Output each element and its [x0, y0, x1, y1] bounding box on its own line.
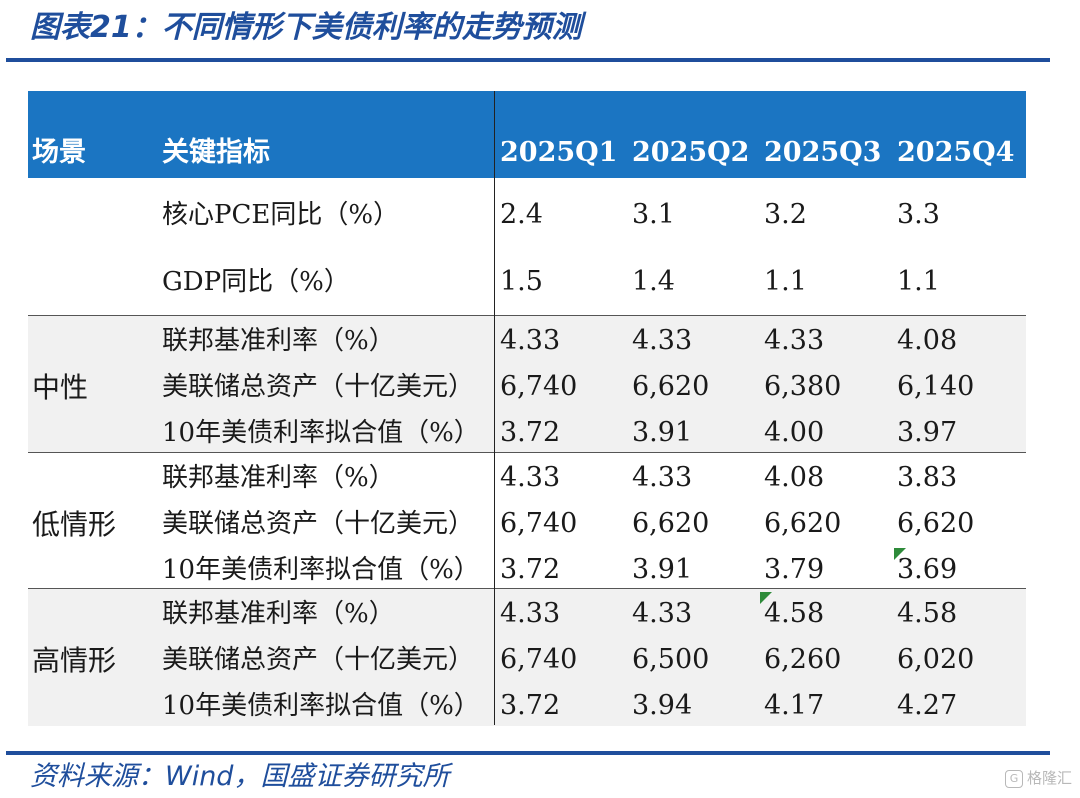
value-cell: 3.69 [897, 554, 958, 585]
value-cell: 4.08 [764, 462, 825, 493]
table-row: 美联储总资产（十亿美元） 6,740 6,620 6,380 6,140 [28, 367, 1026, 407]
value-cell: 6,620 [764, 508, 842, 539]
comment-marker-icon [894, 548, 906, 560]
table-row: 10年美债利率拟合值（%） 3.72 3.91 4.00 3.97 [28, 413, 1026, 453]
value-cell: 4.00 [764, 417, 825, 448]
scenario-low-block: 低情形 联邦基准利率（%） 4.33 4.33 4.08 3.83 美联储总资产… [28, 452, 1026, 589]
table-row: 联邦基准利率（%） 4.33 4.33 4.33 4.08 [28, 321, 1026, 361]
value-cell: 6,620 [632, 508, 710, 539]
value-cell: 4.33 [500, 598, 561, 629]
value-cell: 4.33 [632, 598, 693, 629]
value-cell: 6,620 [897, 508, 975, 539]
indicator-label: 10年美债利率拟合值（%） [162, 555, 480, 585]
value-cell: 4.33 [764, 325, 825, 356]
scenario-neutral-block: 中性 联邦基准利率（%） 4.33 4.33 4.33 4.08 美联储总资产（… [28, 315, 1026, 453]
header-scenario: 场景 [32, 137, 86, 168]
table-row: 联邦基准利率（%） 4.33 4.33 4.58 4.58 [28, 592, 1026, 634]
value-cell: 4.58 [897, 598, 958, 629]
table-row: 核心PCE同比（%） 2.4 3.1 3.2 3.3 [28, 195, 1026, 235]
value-cell: 4.33 [632, 462, 693, 493]
value-cell: 2.4 [500, 199, 543, 230]
value-cell: 4.58 [764, 598, 825, 629]
indicator-label: 10年美债利率拟合值（%） [162, 691, 480, 721]
indicator-label: 联邦基准利率（%） [162, 599, 395, 629]
value-cell: 4.33 [500, 462, 561, 493]
value-cell: 3.2 [764, 199, 807, 230]
comment-marker-icon [760, 592, 772, 604]
value-cell: 3.97 [897, 417, 958, 448]
header-q4: 2025Q4 [897, 137, 1015, 168]
value-cell: 6,740 [500, 644, 578, 675]
table-row: 联邦基准利率（%） 4.33 4.33 4.08 3.83 [28, 458, 1026, 498]
watermark-logo-icon: G [1004, 769, 1023, 788]
indicator-label: 美联储总资产（十亿美元） [162, 372, 475, 402]
indicator-label: 联邦基准利率（%） [162, 326, 395, 356]
value-cell: 6,740 [500, 371, 578, 402]
value-cell: 6,140 [897, 371, 975, 402]
value-cell: 3.72 [500, 554, 561, 585]
table-row: GDP同比（%） 1.5 1.4 1.1 1.1 [28, 262, 1026, 302]
header-indicator: 关键指标 [162, 137, 270, 168]
value-cell: 1.1 [764, 266, 807, 297]
watermark: G 格隆汇 [1004, 766, 1072, 790]
table-row: 10年美债利率拟合值（%） 3.72 3.91 3.79 3.69 [28, 548, 1026, 590]
indicator-label: 美联储总资产（十亿美元） [162, 509, 475, 539]
value-cell: 6,620 [632, 371, 710, 402]
table-row: 10年美债利率拟合值（%） 3.72 3.94 4.17 4.27 [28, 686, 1026, 726]
value-cell: 6,380 [764, 371, 842, 402]
figure-title: 图表21：不同情形下美债利率的走势预测 [30, 10, 582, 45]
value-cell: 1.5 [500, 266, 543, 297]
value-cell: 6,740 [500, 508, 578, 539]
value-cell: 3.79 [764, 554, 825, 585]
value-cell: 3.91 [632, 554, 693, 585]
source-note: 资料来源：Wind，国盛证券研究所 [30, 761, 450, 792]
value-cell: 3.83 [897, 462, 958, 493]
watermark-text: 格隆汇 [1026, 769, 1072, 787]
value-cell: 4.33 [500, 325, 561, 356]
table-row: 美联储总资产（十亿美元） 6,740 6,500 6,260 6,020 [28, 640, 1026, 680]
header-q1: 2025Q1 [500, 137, 618, 168]
forecast-table: 场景 关键指标 2025Q1 2025Q2 2025Q3 2025Q4 核心PC… [28, 91, 1026, 726]
indicator-label: 核心PCE同比（%） [162, 200, 400, 230]
value-cell: 4.08 [897, 325, 958, 356]
value-cell: 3.72 [500, 690, 561, 721]
header-q3: 2025Q3 [764, 137, 882, 168]
indicator-label: 10年美债利率拟合值（%） [162, 418, 480, 448]
value-cell: 4.27 [897, 690, 958, 721]
value-cell: 3.94 [632, 690, 693, 721]
bottom-rule [6, 751, 1050, 755]
column-divider [494, 91, 495, 725]
value-cell: 4.17 [764, 690, 825, 721]
top-rule [6, 58, 1050, 62]
value-cell: 1.4 [632, 266, 675, 297]
value-cell: 3.72 [500, 417, 561, 448]
table-row: 美联储总资产（十亿美元） 6,740 6,620 6,620 6,620 [28, 504, 1026, 544]
indicator-label: GDP同比（%） [162, 267, 350, 297]
header-q2: 2025Q2 [632, 137, 750, 168]
indicator-label: 美联储总资产（十亿美元） [162, 645, 475, 675]
value-cell: 4.33 [632, 325, 693, 356]
scenario-high-block: 高情形 联邦基准利率（%） 4.33 4.33 4.58 4.58 美联储总资产… [28, 588, 1026, 726]
scenario-label: 高情形 [32, 644, 117, 677]
indicator-label: 联邦基准利率（%） [162, 463, 395, 493]
base-block: 核心PCE同比（%） 2.4 3.1 3.2 3.3 GDP同比（%） 1.5 … [28, 178, 1026, 315]
value-cell: 3.3 [897, 199, 940, 230]
value-cell: 3.91 [632, 417, 693, 448]
value-cell: 6,020 [897, 644, 975, 675]
scenario-label: 中性 [32, 371, 89, 404]
value-cell: 1.1 [897, 266, 940, 297]
value-cell: 6,260 [764, 644, 842, 675]
value-cell: 6,500 [632, 644, 710, 675]
table-header: 场景 关键指标 2025Q1 2025Q2 2025Q3 2025Q4 [28, 91, 1026, 178]
value-cell: 3.1 [632, 199, 675, 230]
scenario-label: 低情形 [32, 508, 117, 541]
